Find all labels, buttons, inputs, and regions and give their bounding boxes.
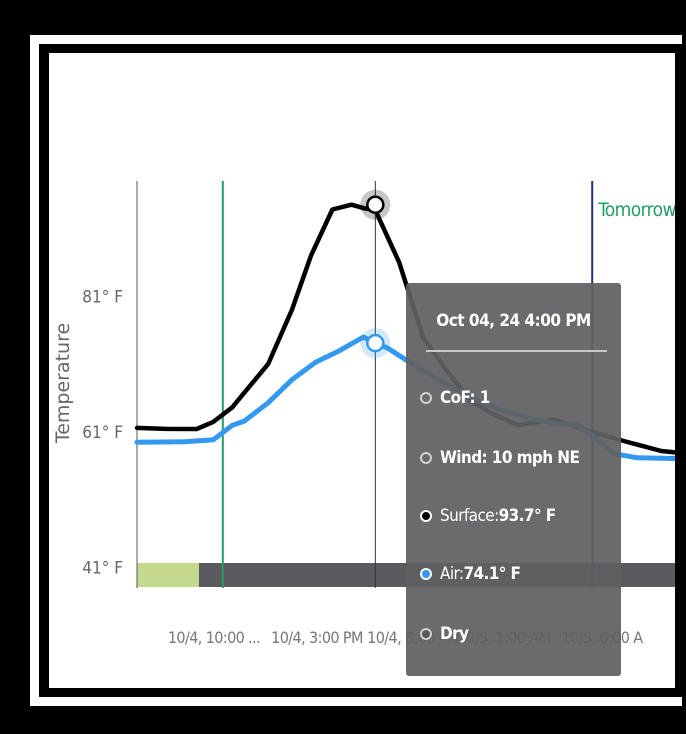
x-tick-label: 10/4, 10:00 ... xyxy=(168,628,260,647)
chart-panel: Tomorrow 81° F 61° F 41° F Temperature 10/4,… xyxy=(49,53,675,688)
tooltip-cof-label: CoF: 1 xyxy=(440,388,490,408)
tooltip-title: Oct 04, 24 4:00 PM xyxy=(436,311,591,331)
air-dot-icon xyxy=(420,568,432,580)
condition-dot-icon xyxy=(420,628,432,640)
tooltip-divider xyxy=(426,350,607,352)
tooltip-surface-label: Surface: xyxy=(440,506,499,526)
tooltip-row-air: Air: 74.1° F xyxy=(420,559,615,589)
y-tick-label: 81° F xyxy=(82,287,123,307)
marker-label-tomorrow: Tomorrow xyxy=(597,199,675,221)
cof-dot-icon xyxy=(420,392,432,404)
tooltip-row-condition: Dry xyxy=(420,619,615,649)
wind-dot-icon xyxy=(420,452,432,464)
hover-point-air xyxy=(366,333,385,353)
hover-point-surface xyxy=(366,195,385,214)
x-tick-label: 10/4, 3:00 PM xyxy=(271,628,363,647)
tooltip-condition-label: Dry xyxy=(440,624,469,644)
tooltip-row-surface: Surface: 93.7° F xyxy=(420,501,615,531)
hover-tooltip: Oct 04, 24 4:00 PM CoF: 1 Wind: 10 mph N… xyxy=(406,283,621,676)
y-tick-label: 61° F xyxy=(82,423,123,443)
tooltip-wind-label: Wind: 10 mph NE xyxy=(440,448,580,468)
condition-segment-0 xyxy=(137,563,199,587)
hover-layer xyxy=(360,181,391,588)
surface-dot-icon xyxy=(420,510,432,522)
y-tick-label: 41° F xyxy=(82,559,123,579)
tooltip-surface-value: 93.7° F xyxy=(498,506,557,526)
tooltip-air-value: 74.1° F xyxy=(463,564,521,584)
y-axis-title: Temperature xyxy=(52,323,74,444)
tooltip-air-label: Air: xyxy=(440,564,464,584)
tooltip-row-cof: CoF: 1 xyxy=(420,383,615,413)
tooltip-row-wind: Wind: 10 mph NE xyxy=(420,443,615,473)
